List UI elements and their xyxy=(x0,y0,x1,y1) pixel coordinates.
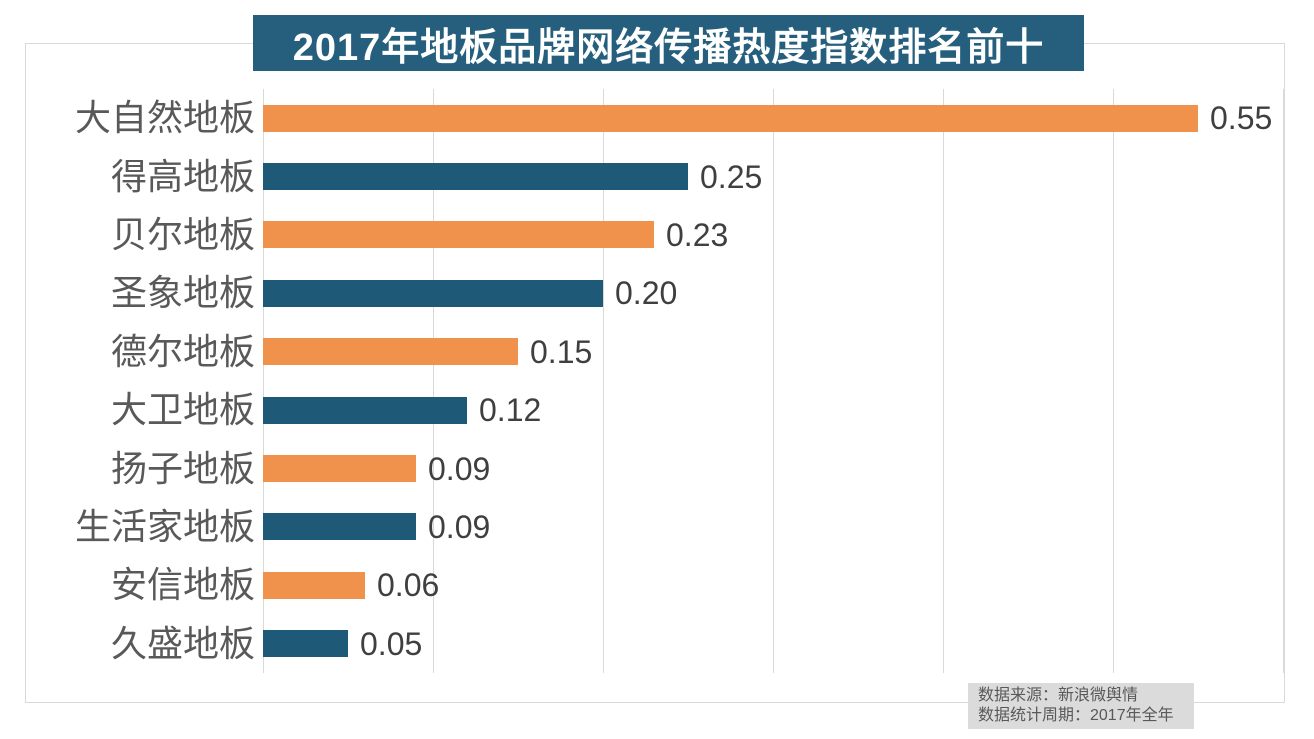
period-line: 数据统计周期：2017年全年 xyxy=(978,707,1174,724)
source-note: 数据来源：新浪微舆情 数据统计周期：2017年全年 xyxy=(968,683,1194,729)
bar xyxy=(263,571,365,599)
chart-row: 安信地板 0.06 xyxy=(30,556,1283,614)
plot-area xyxy=(263,89,1284,673)
value-label: 0.09 xyxy=(428,450,491,487)
gridline xyxy=(943,89,944,673)
gridline xyxy=(773,89,774,673)
chart-row: 德尔地板 0.15 xyxy=(30,323,1283,381)
value-label: 0.25 xyxy=(700,158,763,195)
bar-track: 0.09 xyxy=(263,439,1283,497)
chart-row: 贝尔地板 0.23 xyxy=(30,206,1283,264)
gridline xyxy=(263,89,264,673)
chart-row: 扬子地板 0.09 xyxy=(30,439,1283,497)
chart-row: 得高地板 0.25 xyxy=(30,147,1283,205)
category-label: 久盛地板 xyxy=(110,622,255,664)
bar-track: 0.15 xyxy=(263,323,1283,381)
value-label: 0.12 xyxy=(479,392,542,429)
category-label: 大自然地板 xyxy=(74,97,255,139)
bar xyxy=(263,221,654,249)
chart-row: 大卫地板 0.12 xyxy=(30,381,1283,439)
category-label: 扬子地板 xyxy=(110,447,255,489)
bar-track: 0.05 xyxy=(263,615,1283,673)
bar xyxy=(263,396,467,424)
value-label: 0.23 xyxy=(666,216,729,253)
value-label: 0.06 xyxy=(377,567,440,604)
category-label: 德尔地板 xyxy=(110,330,255,372)
bar-track: 0.09 xyxy=(263,498,1283,556)
gridline xyxy=(1283,89,1284,673)
chart-frame xyxy=(25,43,1285,703)
bar xyxy=(263,513,416,541)
category-label: 大卫地板 xyxy=(110,389,255,431)
source-line: 数据来源：新浪微舆情 xyxy=(978,687,1139,704)
bar-rows: 大自然地板 0.55 得高地板 0.25 贝尔地板 0.23 圣象地板 0.20 德尔地板 0.1… xyxy=(30,89,1283,673)
gridline xyxy=(433,89,434,673)
value-label: 0.15 xyxy=(530,333,593,370)
value-label: 0.20 xyxy=(615,275,678,312)
value-label: 0.55 xyxy=(1210,100,1273,137)
chart-row: 圣象地板 0.20 xyxy=(30,264,1283,322)
gridline xyxy=(1113,89,1114,673)
category-label: 生活家地板 xyxy=(74,505,255,547)
value-label: 0.09 xyxy=(428,508,491,545)
bar-track: 0.25 xyxy=(263,147,1283,205)
bar xyxy=(263,279,603,307)
chart-title-banner: 2017年地板品牌网络传播热度指数排名前十 xyxy=(253,15,1084,71)
category-label: 安信地板 xyxy=(110,564,255,606)
chart-title: 2017年地板品牌网络传播热度指数排名前十 xyxy=(292,26,1045,69)
category-label: 得高地板 xyxy=(110,155,255,197)
bar xyxy=(263,630,348,658)
bar xyxy=(263,455,416,483)
chart-row: 生活家地板 0.09 xyxy=(30,498,1283,556)
bar-track: 0.12 xyxy=(263,381,1283,439)
bar xyxy=(263,104,1198,132)
value-label: 0.05 xyxy=(360,625,423,662)
category-label: 圣象地板 xyxy=(110,272,255,314)
bar-track: 0.20 xyxy=(263,264,1283,322)
category-label: 贝尔地板 xyxy=(110,213,255,255)
chart-row: 大自然地板 0.55 xyxy=(30,89,1283,147)
bar-track: 0.06 xyxy=(263,556,1283,614)
gridline xyxy=(603,89,604,673)
chart-row: 久盛地板 0.05 xyxy=(30,615,1283,673)
bar-track: 0.23 xyxy=(263,206,1283,264)
bar-track: 0.55 xyxy=(263,89,1283,147)
bar xyxy=(263,163,688,191)
bar xyxy=(263,338,518,366)
